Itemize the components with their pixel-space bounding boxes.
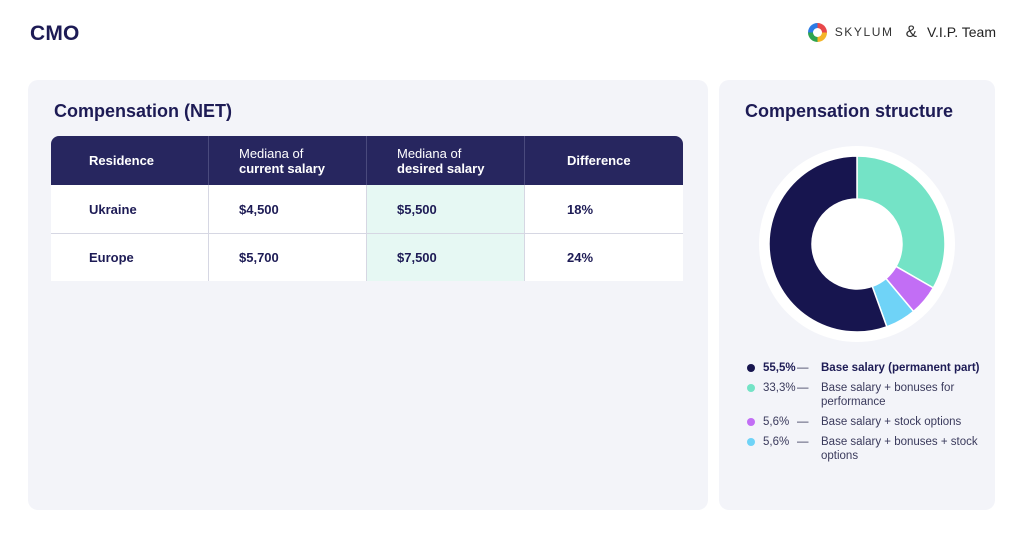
table-header-row: Residence Mediana of current salary Medi…: [51, 136, 683, 185]
legend-dot: [747, 438, 755, 446]
cell-desired-salary: $5,500: [366, 185, 524, 233]
header-difference: Difference: [524, 136, 683, 185]
compensation-card: Compensation (NET) Residence Mediana of …: [28, 80, 708, 510]
page-title: CMO: [30, 22, 80, 45]
compensation-title: Compensation (NET): [54, 101, 232, 121]
brand-logos: SKYLUM & V.I.P. Team: [807, 22, 996, 42]
header-desired-salary: Mediana of desired salary: [366, 136, 524, 185]
cell-residence: Ukraine: [51, 185, 208, 233]
legend-item: 55,5% — Base salary (permanent part): [747, 361, 987, 375]
table-row: Europe $5,700 $7,500 24%: [51, 233, 683, 281]
header-current-salary: Mediana of current salary: [208, 136, 366, 185]
header-residence: Residence: [51, 136, 208, 185]
legend-item: 5,6% — Base salary + stock options: [747, 415, 987, 429]
structure-card: Compensation structure 55,5% — Base sala…: [719, 80, 995, 510]
legend-dot: [747, 418, 755, 426]
legend-dash: —: [797, 362, 809, 374]
legend-percent: 55,5%: [763, 362, 796, 374]
legend-label: Base salary + stock options: [821, 416, 962, 428]
compensation-donut-chart: [759, 146, 955, 342]
donut-legend: 55,5% — Base salary (permanent part) 33,…: [747, 361, 987, 469]
donut-slice-1: [768, 155, 888, 333]
legend-label: Base salary + bonuses + stock options: [821, 436, 978, 462]
skylum-wordmark: SKYLUM: [834, 25, 894, 39]
vip-team-wordmark: V.I.P. Team: [926, 24, 996, 40]
cell-difference: 24%: [524, 233, 683, 281]
donut-slice-2: [856, 155, 946, 289]
cell-current-salary: $4,500: [208, 185, 366, 233]
legend-percent: 5,6%: [763, 416, 790, 428]
cell-difference: 18%: [524, 185, 683, 233]
legend-dash: —: [797, 382, 809, 394]
ampersand: &: [905, 22, 917, 41]
legend-percent: 5,6%: [763, 436, 790, 448]
legend-dash: —: [797, 436, 809, 448]
cell-residence: Europe: [51, 233, 208, 281]
cell-current-salary: $5,700: [208, 233, 366, 281]
structure-title: Compensation structure: [745, 101, 954, 121]
legend-item: 33,3% — Base salary + bonuses for perfor…: [747, 381, 987, 409]
legend-percent: 33,3%: [763, 382, 796, 394]
table-row: Ukraine $4,500 $5,500 18%: [51, 185, 683, 233]
legend-dot: [747, 364, 755, 372]
legend-dash: —: [797, 416, 809, 428]
compensation-table: Residence Mediana of current salary Medi…: [51, 136, 683, 281]
legend-label: Base salary + bonuses for performance: [821, 382, 955, 408]
legend-item: 5,6% — Base salary + bonuses + stock opt…: [747, 435, 987, 463]
legend-label: Base salary (permanent part): [821, 362, 980, 374]
legend-dot: [747, 384, 755, 392]
cell-desired-salary: $7,500: [366, 233, 524, 281]
skylum-logo-icon: [807, 22, 827, 42]
